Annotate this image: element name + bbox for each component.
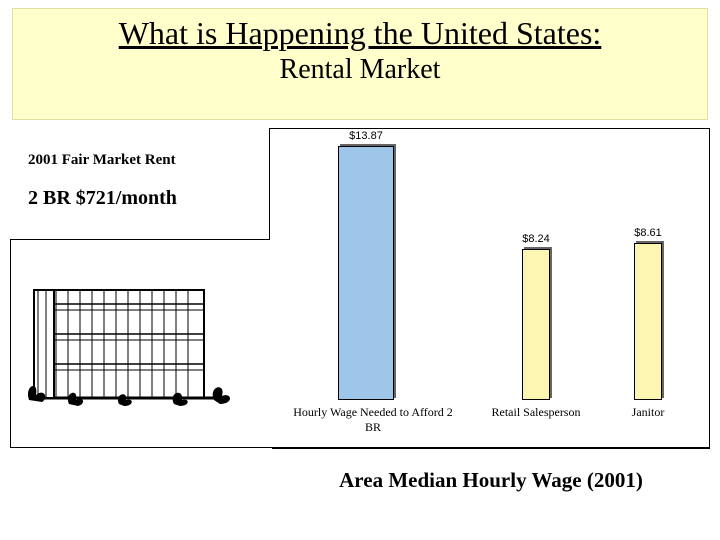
x-label-retail: Retail Salesperson [486,405,586,420]
x-label-janitor: Janitor [608,405,688,420]
slide-title: What is Happening the United States: [13,15,707,52]
fmr-value: 2 BR $721/month [28,187,269,210]
x-axis-line [272,448,710,449]
bar-retail-salesperson: $8.24 [522,249,550,400]
x-label-needed-wage: Hourly Wage Needed to Afford 2 BR [288,405,458,435]
bars-container: $13.87 $8.24 $8.61 [272,128,710,400]
fmr-year-label: 2001 Fair Market Rent [28,152,269,169]
bar-value-label: $8.24 [522,233,550,245]
x-axis-labels: Hourly Wage Needed to Afford 2 BR Retail… [272,405,710,445]
bar-rect [522,249,550,400]
bar-needed-wage: $13.87 [338,146,394,400]
title-block: What is Happening the United States: Ren… [12,8,708,120]
building-illustration [24,270,239,420]
bar-rect [338,146,394,400]
fair-market-rent-panel: 2001 Fair Market Rent 2 BR $721/month [10,128,270,240]
bar-value-label: $13.87 [338,130,394,142]
wage-bar-chart: $13.87 $8.24 $8.61 [272,128,710,448]
bar-rect [634,243,662,400]
slide-subtitle: Rental Market [13,54,707,86]
bar-janitor: $8.61 [634,243,662,400]
chart-caption: Area Median Hourly Wage (2001) [272,468,710,493]
bar-value-label: $8.61 [634,227,662,239]
